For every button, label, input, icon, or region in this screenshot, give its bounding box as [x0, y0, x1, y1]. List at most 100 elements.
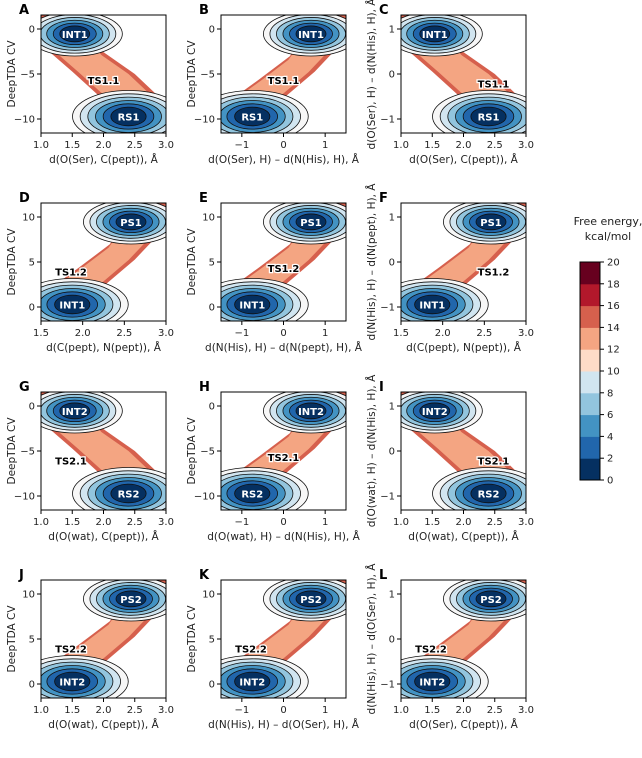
y-tick-label: −10	[194, 492, 215, 503]
x-tick-label: 3.0	[158, 705, 174, 716]
x-axis-label: d(N(His), H) – d(O(Ser), H), Å	[208, 718, 360, 731]
y-tick-label: 5	[209, 635, 215, 646]
y-axis-label: d(N(His), H) – d(O(Ser), H), Å	[365, 563, 378, 715]
colorbar-segment	[580, 458, 600, 481]
energy-surface	[221, 392, 346, 510]
colorbar-segment	[580, 371, 600, 394]
x-tick-label: 0	[280, 517, 286, 528]
y-tick-label: 1	[389, 402, 395, 413]
colorbar-tick-label: 14	[607, 323, 620, 334]
y-tick-label: 5	[29, 258, 35, 269]
y-tick-label: −1	[380, 303, 395, 314]
x-tick-label: 3.0	[158, 328, 174, 339]
x-axis-label: d(O(Ser), H) – d(N(His), H), Å	[208, 153, 360, 166]
x-tick-label: 2.0	[456, 140, 472, 151]
panel-letter: H	[199, 380, 210, 395]
y-axis-label: d(O(Ser), H) – d(N(His), H), Å	[365, 0, 378, 149]
contour-level	[110, 483, 147, 504]
y-tick-label: −5	[20, 447, 35, 458]
x-axis-label: d(O(Ser), C(pept)), Å	[409, 153, 519, 166]
panel-letter: F	[379, 191, 388, 206]
x-axis-label: d(C(pept), N(pept)), Å	[406, 341, 522, 354]
transition-state-label: TS1.1	[88, 76, 120, 87]
x-tick-label: 2.5	[127, 705, 143, 716]
colorbar-segment	[580, 283, 600, 307]
y-axis-label: DeepTDA CV	[6, 605, 18, 673]
panel-letter: B	[199, 3, 209, 18]
colorbar-segment	[580, 414, 600, 437]
colorbar-tick-label: 0	[607, 476, 613, 487]
colorbar-segment	[580, 305, 600, 328]
energy-surface	[41, 392, 166, 510]
panel-letter: K	[199, 568, 210, 583]
x-axis-label: d(O(wat), H) – d(N(His), H), Å	[207, 530, 360, 543]
transition-state-label: TS2.2	[235, 644, 267, 655]
colorbar-title: kcal/mol	[585, 230, 631, 243]
colorbar: Free energy, kcal/mol 0 2 4 6 8 10 12 14 16 18 20	[574, 215, 642, 487]
colorbar-segment	[580, 436, 600, 459]
contour-level	[475, 590, 507, 608]
x-tick-label: 2.0	[96, 517, 112, 528]
y-tick-label: −1	[380, 115, 395, 126]
x-tick-label: 3.0	[158, 140, 174, 151]
panel-letter: G	[19, 380, 30, 395]
y-tick-label: −10	[14, 115, 35, 126]
x-tick-label: −1	[234, 140, 249, 151]
x-tick-label: 1.5	[64, 140, 80, 151]
x-tick-label: 3.0	[518, 517, 534, 528]
x-tick-label: 1.5	[64, 705, 80, 716]
y-tick-label: 1	[389, 25, 395, 36]
y-tick-label: 0	[29, 25, 35, 36]
x-tick-label: 1.5	[64, 517, 80, 528]
x-tick-label: 2.5	[127, 140, 143, 151]
x-tick-label: 2.0	[96, 140, 112, 151]
minimum-label: INT2	[419, 677, 445, 688]
transition-state-label: TS2.2	[55, 644, 87, 655]
energy-surface	[41, 580, 166, 698]
y-tick-label: 0	[389, 635, 395, 646]
colorbar-tick-label: 2	[607, 454, 613, 465]
minimum-label: RS1	[241, 112, 263, 123]
contour-level	[419, 25, 451, 43]
contour-level	[115, 590, 147, 608]
y-tick-label: −10	[14, 492, 35, 503]
y-tick-label: −1	[380, 680, 395, 691]
energy-surface	[41, 15, 166, 133]
x-axis-label: d(C(pept), N(pept)), Å	[46, 341, 162, 354]
x-tick-label: 2.0	[75, 328, 91, 339]
minimum-label: INT1	[419, 300, 445, 311]
energy-surface	[401, 392, 526, 510]
x-axis-label: d(O(wat), C(pept)), Å	[408, 530, 519, 543]
colorbar-title: Free energy,	[574, 215, 642, 228]
x-tick-label: 2.0	[456, 705, 472, 716]
panel-L: 1.0 1.5 2.0 2.5 3.0 1 0 −1 d(O(Ser), C(pept)), Å…	[365, 563, 534, 731]
panel-B: −1 0 10−5−10d(O(Ser), H) – d(N(His), H), Å…	[186, 3, 360, 166]
transition-state-label: TS1.1	[478, 79, 510, 90]
colorbar-tick-label: 20	[607, 258, 620, 269]
colorbar-tick-label: 16	[607, 301, 620, 312]
x-tick-label: 2.5	[127, 517, 143, 528]
contour-level	[414, 671, 451, 692]
x-tick-label: 2.0	[96, 705, 112, 716]
x-tick-label: 1.0	[393, 140, 409, 151]
x-tick-label: −1	[234, 328, 249, 339]
x-tick-label: −1	[234, 705, 249, 716]
x-tick-label: 0	[280, 328, 286, 339]
y-tick-label: 1	[389, 590, 395, 601]
transition-state-label: TS1.1	[268, 76, 300, 87]
x-tick-label: 1.5	[393, 328, 409, 339]
panel-C: 1.0 1.5 2.0 2.5 3.0 1 0 −1 d(O(Ser), C(pept)), Å…	[365, 0, 534, 166]
minimum-label: INT1	[422, 30, 448, 41]
contour-level	[234, 106, 271, 127]
minimum-label: INT2	[298, 407, 324, 418]
transition-state-label: TS2.1	[55, 456, 87, 467]
y-axis-label: DeepTDA CV	[6, 228, 18, 296]
panel-letter: E	[199, 191, 208, 206]
x-tick-label: 1.0	[33, 517, 49, 528]
y-tick-label: 0	[389, 258, 395, 269]
minimum-label: INT1	[239, 300, 265, 311]
contour-level	[54, 294, 91, 315]
minimum-label: RS2	[241, 489, 263, 500]
y-tick-label: −5	[200, 447, 215, 458]
contour-level	[295, 25, 327, 43]
